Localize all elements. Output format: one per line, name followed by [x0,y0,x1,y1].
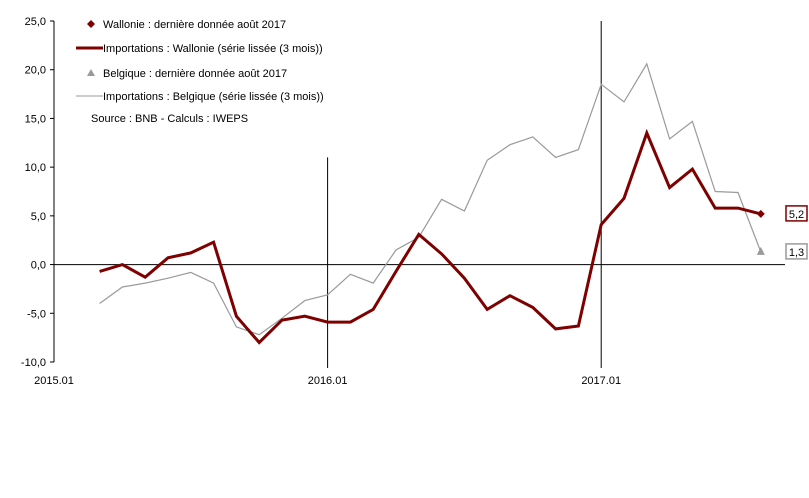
y-tick-label: 0,0 [31,260,46,272]
source-note: Source : BNB - Calculs : IWEPS [91,113,248,125]
belgique-series-line [99,62,762,336]
y-tick-label: 15,0 [25,113,46,125]
legend-wallonie-marker-label: Wallonie : dernière donnée août 2017 [103,19,286,31]
belgique-last-point-marker [756,246,765,255]
y-tick-label: -5,0 [27,308,46,320]
wallonie-end-label: 5,2 [789,209,804,221]
wallonie-last-point-marker [756,209,765,218]
x-tick-label: 2017.01 [581,375,621,387]
wallonie-end-label-box [785,205,808,222]
legend-wallonie-marker-icon [87,20,95,28]
y-tick-label: 25,0 [25,16,46,28]
legend-wallonie-line-label: Importations : Wallonie (série lissée (3… [103,43,323,55]
y-tick-label: 5,0 [31,211,46,223]
legend-belgique-marker-label: Belgique : dernière donnée août 2017 [103,68,287,80]
series-layer [99,62,762,345]
x-tick-label: 2016.01 [308,375,348,387]
tick-labels: 25,0 20,0 15,0 10,0 5,0 0,0 -5,0 -10,0 2015.01 20… [21,16,621,387]
legend-belgique-marker-icon [87,69,95,76]
wallonie-series-line [99,128,762,345]
belgique-end-label: 1,3 [789,247,804,259]
axes-layer [50,20,785,368]
x-tick-label: 2015.01 [34,375,74,387]
y-tick-label: 20,0 [25,65,46,77]
legend-belgique-line-label: Importations : Belgique (série lissée (3… [103,91,324,103]
y-tick-label: 10,0 [25,162,46,174]
legend: Wallonie : dernière donnée août 2017 Imp… [76,19,324,125]
belgique-end-label-box [785,243,808,260]
y-tick-label: -10,0 [21,357,46,369]
end-labels: 5,2 1,3 [756,205,808,260]
